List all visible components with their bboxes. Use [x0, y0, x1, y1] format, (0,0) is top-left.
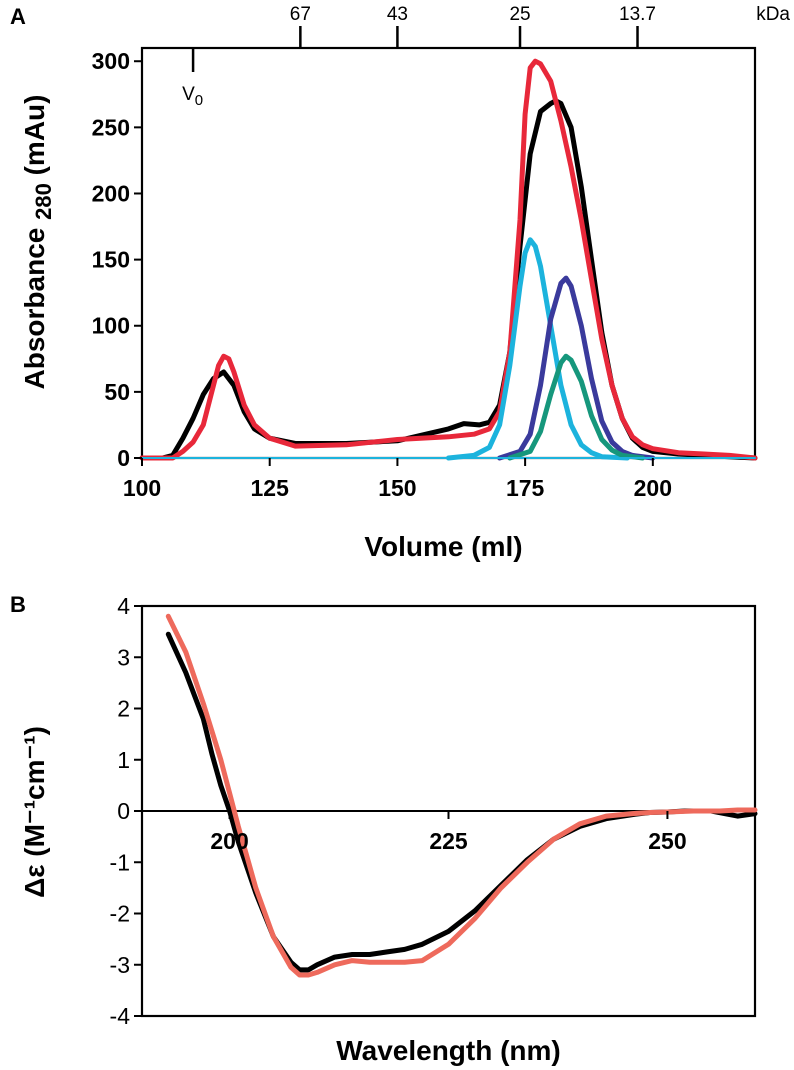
y-tick-label-b: 4	[117, 593, 130, 619]
x-tick-label-a: 200	[634, 475, 672, 501]
x-tick-label-a: 125	[251, 475, 290, 501]
x-tick-label-a: 150	[378, 475, 416, 501]
series-a-navy	[497, 275, 656, 461]
y-tick-label-a: 250	[92, 114, 130, 140]
y-tick-label-b: -1	[110, 849, 130, 875]
y-tick-label-a: 200	[92, 180, 130, 206]
mw-marker-label: 25	[509, 4, 530, 25]
v0-label: V0	[182, 84, 203, 109]
y-tick-label-b: 0	[117, 798, 130, 824]
y-tick-label-b: -2	[110, 901, 130, 927]
series-b-black	[165, 631, 758, 973]
series-a-green	[507, 353, 646, 461]
top-axis-label: kDa	[756, 4, 790, 25]
y-tick-label-b: -4	[110, 1003, 131, 1029]
x-tick-label-a: 175	[506, 475, 545, 501]
x-tick-label-b: 250	[648, 828, 686, 854]
y-tick-label-b: -3	[110, 952, 130, 978]
panel-letter-b: B	[10, 592, 26, 617]
series-a-cyan	[446, 237, 630, 461]
x-axis-title-b: Wavelength (nm)	[336, 1035, 561, 1066]
y-tick-label-b: 2	[117, 696, 130, 722]
y-tick-label-b: 3	[117, 644, 130, 670]
series-a-red	[139, 58, 758, 461]
x-axis-title-a: Volume (ml)	[364, 531, 522, 562]
panel-b: B 4 3 2 1 0 -1 -2 -3 -4 200 225 250 Wavelength (nm) Δε…	[10, 592, 758, 1066]
y-tick-label-a: 300	[92, 48, 130, 74]
y-axis-title-b: Δε (M⁻¹cm⁻¹)	[19, 726, 50, 898]
x-tick-label-b: 225	[429, 828, 468, 854]
plot-frame-a	[140, 46, 757, 460]
y-axis-title-a: Absorbance 280 (mAu)	[19, 95, 56, 390]
mw-marker-label: 43	[387, 4, 408, 25]
x-tick-label-a: 100	[123, 475, 161, 501]
mw-marker-label: 13.7	[619, 4, 656, 25]
mw-marker-label: 67	[290, 4, 311, 25]
y-tick-label-a: 100	[92, 313, 130, 339]
series-b-salmon	[165, 613, 758, 978]
y-tick-label-a: 150	[92, 247, 130, 273]
y-tick-label-a: 50	[104, 379, 130, 405]
y-tick-label-b: 1	[117, 747, 130, 773]
panel-a: A 0 50 100 150 200 250 300 100 125 150 175 200 67 43 25…	[10, 4, 790, 562]
x-tick-label-b: 200	[210, 828, 248, 854]
series-a-black	[139, 98, 758, 461]
y-tick-label-a: 0	[117, 445, 130, 471]
panel-letter-a: A	[10, 4, 26, 29]
